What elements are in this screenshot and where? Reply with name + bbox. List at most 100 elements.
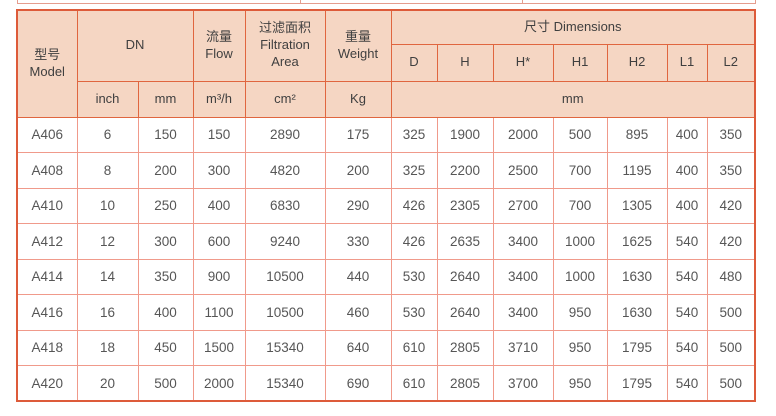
filter-spec-table: 型号 Model DN 流量 Flow 过滤面积 Filtration Area 重量… [16, 9, 756, 402]
value-cell: 300 [137, 223, 194, 260]
col-header-dimensions: 尺寸 Dimensions [390, 9, 756, 45]
value-cell: 900 [192, 258, 246, 295]
col-header-h: H [436, 43, 494, 82]
table-row: A412 12 300 600 9240 330 426 2635 3400 1000 1625 54… [16, 223, 756, 260]
value-cell: 400 [666, 152, 708, 189]
value-cell: 1795 [606, 329, 668, 366]
flow-label-zh: 流量 [205, 28, 232, 44]
value-cell: 400 [666, 187, 708, 224]
weight-label-en: Weight [337, 45, 379, 61]
value-cell: 610 [390, 329, 438, 366]
value-cell: 350 [137, 258, 194, 295]
value-cell: 3710 [492, 329, 554, 366]
col-header-h1: H1 [552, 43, 608, 82]
value-cell: 4820 [244, 152, 326, 189]
value-cell: 350 [706, 152, 756, 189]
filtration-label-zh: 过滤面积 [258, 20, 311, 36]
model-cell: A420 [16, 365, 78, 402]
value-cell: 1630 [606, 258, 668, 295]
value-cell: 530 [390, 294, 438, 331]
value-cell: 540 [666, 294, 708, 331]
dimensions-label-en: Dimensions [553, 18, 622, 34]
grid-tick [300, 0, 301, 3]
value-cell: 2890 [244, 116, 326, 153]
weight-label-zh: 重量 [344, 28, 371, 44]
unit-filtration: cm² [244, 80, 326, 118]
table-row: A418 18 450 1500 15340 640 610 2805 3710 950 1795 5… [16, 329, 756, 366]
col-header-flow: 流量 Flow [192, 9, 246, 82]
value-cell: 10500 [244, 258, 326, 295]
value-cell: 3400 [492, 294, 554, 331]
col-header-h-star: H* [492, 43, 554, 82]
value-cell: 10500 [244, 294, 326, 331]
value-cell: 325 [390, 116, 438, 153]
value-cell: 15340 [244, 365, 326, 402]
value-cell: 530 [390, 258, 438, 295]
value-cell: 16 [76, 294, 139, 331]
value-cell: 200 [324, 152, 392, 189]
value-cell: 950 [552, 365, 608, 402]
dimensions-label-zh: 尺寸 [523, 18, 550, 34]
value-cell: 200 [137, 152, 194, 189]
value-cell: 330 [324, 223, 392, 260]
value-cell: 540 [666, 365, 708, 402]
value-cell: 2805 [436, 329, 494, 366]
value-cell: 440 [324, 258, 392, 295]
value-cell: 500 [706, 329, 756, 366]
value-cell: 2640 [436, 294, 494, 331]
value-cell: 1100 [192, 294, 246, 331]
model-cell: A406 [16, 116, 78, 153]
flow-label-en: Flow [205, 45, 233, 61]
value-cell: 14 [76, 258, 139, 295]
model-cell: A410 [16, 187, 78, 224]
model-cell: A414 [16, 258, 78, 295]
col-header-dn: DN [76, 9, 194, 82]
value-cell: 150 [192, 116, 246, 153]
table-row: A410 10 250 400 6830 290 426 2305 2700 700 1305 400… [16, 187, 756, 224]
value-cell: 175 [324, 116, 392, 153]
value-cell: 1000 [552, 223, 608, 260]
unit-dn-inch: inch [76, 80, 139, 118]
value-cell: 460 [324, 294, 392, 331]
value-cell: 450 [137, 329, 194, 366]
unit-dimensions: mm [390, 80, 756, 118]
value-cell: 540 [666, 329, 708, 366]
value-cell: 420 [706, 223, 756, 260]
col-header-weight: 重量 Weight [324, 9, 392, 82]
value-cell: 3400 [492, 258, 554, 295]
value-cell: 600 [192, 223, 246, 260]
value-cell: 250 [137, 187, 194, 224]
value-cell: 8 [76, 152, 139, 189]
value-cell: 950 [552, 294, 608, 331]
value-cell: 3700 [492, 365, 554, 402]
value-cell: 426 [390, 187, 438, 224]
table-row: A408 8 200 300 4820 200 325 2200 2500 700 1195 400 3… [16, 152, 756, 189]
model-label-zh: 型号 [34, 46, 61, 62]
value-cell: 610 [390, 365, 438, 402]
col-header-l1: L1 [666, 43, 708, 82]
col-header-l2: L2 [706, 43, 756, 82]
value-cell: 2635 [436, 223, 494, 260]
value-cell: 500 [706, 294, 756, 331]
value-cell: 300 [192, 152, 246, 189]
value-cell: 400 [666, 116, 708, 153]
value-cell: 325 [390, 152, 438, 189]
unit-flow: m³/h [192, 80, 246, 118]
table-body: A406 6 150 150 2890 175 325 1900 2000 500 895 400 35… [16, 116, 756, 402]
unit-dn-mm: mm [137, 80, 194, 118]
grid-tick [522, 0, 523, 3]
value-cell: 18 [76, 329, 139, 366]
value-cell: 2305 [436, 187, 494, 224]
value-cell: 3400 [492, 223, 554, 260]
col-header-d: D [390, 43, 438, 82]
table-row: A416 16 400 1100 10500 460 530 2640 3400 950 1630 5… [16, 294, 756, 331]
value-cell: 6830 [244, 187, 326, 224]
col-header-model: 型号 Model [16, 9, 78, 118]
value-cell: 540 [666, 258, 708, 295]
value-cell: 895 [606, 116, 668, 153]
value-cell: 12 [76, 223, 139, 260]
value-cell: 350 [706, 116, 756, 153]
value-cell: 500 [552, 116, 608, 153]
value-cell: 1795 [606, 365, 668, 402]
model-cell: A418 [16, 329, 78, 366]
